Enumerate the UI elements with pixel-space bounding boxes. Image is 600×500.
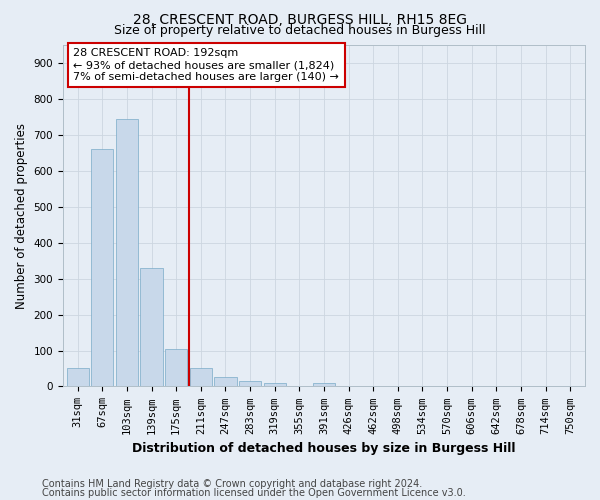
Text: 28, CRESCENT ROAD, BURGESS HILL, RH15 8EG: 28, CRESCENT ROAD, BURGESS HILL, RH15 8E… xyxy=(133,12,467,26)
Bar xyxy=(190,368,212,386)
Bar xyxy=(165,348,187,387)
Text: Contains HM Land Registry data © Crown copyright and database right 2024.: Contains HM Land Registry data © Crown c… xyxy=(42,479,422,489)
Text: 28 CRESCENT ROAD: 192sqm
← 93% of detached houses are smaller (1,824)
7% of semi: 28 CRESCENT ROAD: 192sqm ← 93% of detach… xyxy=(73,48,339,82)
Bar xyxy=(313,383,335,386)
Bar xyxy=(140,268,163,386)
Y-axis label: Number of detached properties: Number of detached properties xyxy=(15,122,28,308)
Bar xyxy=(239,381,261,386)
Bar xyxy=(214,378,236,386)
X-axis label: Distribution of detached houses by size in Burgess Hill: Distribution of detached houses by size … xyxy=(132,442,516,455)
Bar xyxy=(116,118,138,386)
Text: Size of property relative to detached houses in Burgess Hill: Size of property relative to detached ho… xyxy=(114,24,486,37)
Bar xyxy=(67,368,89,386)
Text: Contains public sector information licensed under the Open Government Licence v3: Contains public sector information licen… xyxy=(42,488,466,498)
Bar xyxy=(263,383,286,386)
Bar xyxy=(91,149,113,386)
